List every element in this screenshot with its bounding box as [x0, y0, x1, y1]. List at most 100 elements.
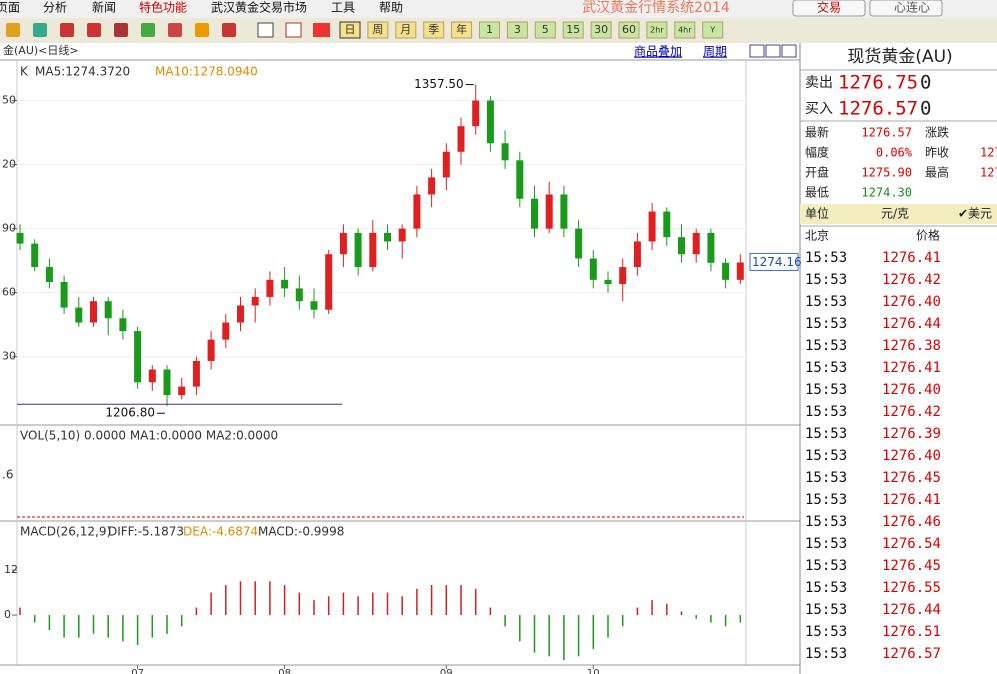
period-button[interactable]	[562, 21, 584, 39]
period-label[interactable]: Y	[709, 26, 715, 35]
period-label[interactable]: 季	[428, 23, 439, 36]
window-button[interactable]	[781, 44, 797, 58]
menu-item[interactable]: 特色功能	[139, 0, 187, 15]
candle-body	[692, 232, 700, 255]
toolbar-icon[interactable]	[114, 23, 128, 37]
x-tick-label: 08	[278, 668, 291, 674]
candle-body	[575, 228, 583, 259]
period-button[interactable]	[590, 21, 612, 39]
chart-header	[0, 43, 800, 60]
toolbar-icon[interactable]	[195, 23, 209, 37]
period-label[interactable]: 3	[514, 23, 521, 36]
tick-price: 1276.40	[882, 294, 941, 310]
tick-time: 15:53	[805, 646, 847, 662]
stat-value: 127	[980, 146, 997, 160]
period-button[interactable]	[534, 21, 556, 39]
period-button[interactable]	[646, 21, 668, 39]
x-tick-label: 07	[131, 668, 144, 674]
toolbar-icon[interactable]	[313, 23, 330, 37]
trade-button[interactable]	[792, 0, 866, 17]
period-button[interactable]	[506, 21, 528, 39]
candle-body	[516, 160, 524, 199]
menu-item[interactable]: 工具	[331, 1, 355, 15]
period-label[interactable]: 日	[345, 23, 356, 36]
sell-label: 卖出	[805, 75, 833, 91]
menu-item[interactable]: 分析	[43, 1, 67, 15]
period-label[interactable]: 60	[622, 23, 636, 36]
window-button[interactable]	[765, 44, 781, 58]
heart-button[interactable]	[869, 0, 943, 17]
menu-bar	[0, 0, 997, 18]
candle-body	[678, 237, 685, 255]
tick-time: 15:53	[805, 470, 847, 486]
symbol-label: 金(AU)<日线>	[3, 43, 79, 57]
period-label[interactable]: 月	[400, 23, 411, 36]
stat-label: 昨收	[925, 146, 949, 160]
toolbar-icon[interactable]	[222, 23, 236, 37]
toolbar-icon[interactable]	[87, 23, 101, 37]
high-label: 1357.50	[414, 77, 464, 91]
button-label[interactable]: 交易	[817, 0, 841, 15]
candle-body	[266, 279, 274, 297]
period-button[interactable]	[367, 21, 389, 39]
x-tick-label: 10	[587, 668, 600, 674]
last-price: 1274.16	[752, 255, 802, 269]
window-button[interactable]	[749, 44, 765, 58]
period-button[interactable]	[423, 21, 445, 39]
stat-value: 0.06%	[876, 146, 913, 160]
period-label[interactable]: 15	[566, 23, 580, 36]
period-button[interactable]	[479, 21, 500, 39]
menu-item[interactable]: 页面	[0, 1, 20, 15]
last-price-box	[749, 252, 799, 271]
unit-label: 单位	[805, 206, 829, 221]
period-label[interactable]: 周	[372, 23, 383, 36]
period-label[interactable]: 30	[594, 23, 608, 36]
stat-value: 127	[980, 166, 997, 180]
candle-body	[207, 339, 215, 361]
period-button[interactable]	[702, 21, 724, 39]
tick-price: 1276.40	[882, 448, 941, 464]
button-label[interactable]: 心连心	[894, 0, 930, 15]
tick-price: 1276.42	[882, 404, 941, 420]
period-label[interactable]: 5	[542, 23, 549, 36]
currency[interactable]: ✔美元	[958, 207, 992, 221]
menu-item[interactable]: 新闻	[92, 0, 116, 15]
candle-body	[707, 232, 715, 263]
period-button[interactable]	[451, 21, 473, 39]
period-label[interactable]: 1	[486, 23, 493, 36]
y-tick-label: 60	[2, 286, 16, 299]
unit-value: 元/克	[881, 207, 909, 221]
buy-label: 买入	[805, 101, 833, 117]
toolbar-icon[interactable]	[168, 23, 182, 37]
macd-dea: DEA:-4.6874	[183, 525, 258, 539]
tick-price: 1276.39	[882, 426, 941, 442]
link[interactable]: 周期	[703, 45, 727, 59]
toolbar-icon[interactable]	[285, 22, 302, 38]
toolbar-icon[interactable]	[33, 23, 47, 37]
period-button[interactable]	[395, 21, 417, 39]
candle-body	[633, 241, 641, 268]
candle-body	[134, 331, 142, 383]
toolbar-icon[interactable]	[60, 23, 74, 37]
period-button[interactable]	[618, 21, 640, 39]
period-label[interactable]: 4hr	[678, 26, 692, 35]
menu-item[interactable]: 帮助	[379, 1, 403, 15]
link[interactable]: 商品叠加	[634, 44, 682, 59]
candle-body	[413, 194, 421, 229]
tick-price: 1276.45	[882, 558, 941, 574]
toolbar-icon[interactable]	[141, 23, 155, 37]
toolbar-icon[interactable]	[6, 23, 20, 37]
period-label[interactable]: 2hr	[650, 26, 664, 35]
menu-item[interactable]: 武汉黄金交易市场	[211, 0, 307, 15]
tick-price: 1276.41	[882, 250, 941, 266]
period-button[interactable]	[674, 21, 696, 39]
toolbar-icon[interactable]	[257, 22, 274, 38]
tick-time: 15:53	[805, 448, 847, 464]
vol-tick-label: .6	[2, 468, 13, 482]
period-button[interactable]	[339, 21, 361, 39]
candle-body	[192, 360, 200, 387]
period-label[interactable]: 年	[456, 22, 467, 36]
